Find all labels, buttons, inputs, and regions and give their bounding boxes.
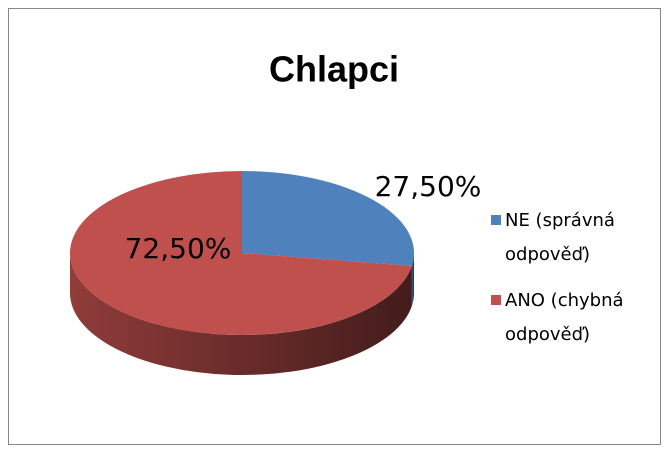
pie-slice <box>69 171 412 335</box>
pie-slice <box>242 171 414 266</box>
legend-swatch <box>491 215 501 225</box>
chart-title: Chlapci <box>269 49 399 90</box>
pie-side <box>411 253 414 306</box>
legend-item: NE (správná odpověď) <box>491 204 641 272</box>
legend-label: NE (správná odpověď) <box>505 210 615 265</box>
legend-label: ANO (chybná odpověď) <box>505 290 624 345</box>
legend-item: ANO (chybná odpověď) <box>491 284 641 352</box>
legend-swatch <box>491 295 501 305</box>
data-label: 27,50% <box>375 170 482 203</box>
pie-side <box>70 253 412 375</box>
data-label: 72,50% <box>125 232 232 265</box>
